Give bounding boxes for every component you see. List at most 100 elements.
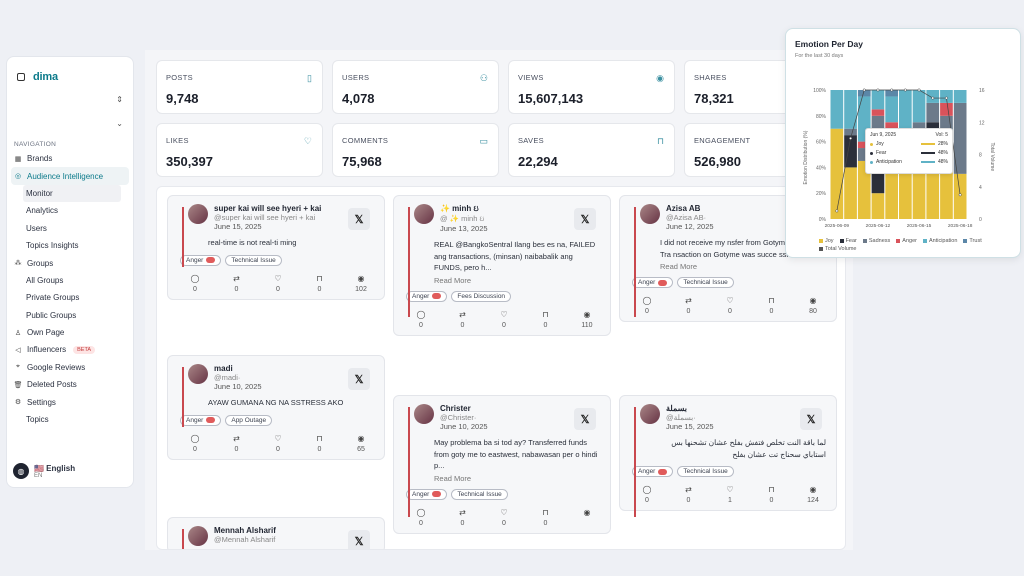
comment-action[interactable]: ◯ 0 [412,310,430,329]
read-more-link[interactable]: Read More [434,275,472,285]
sidebar-item-private-groups[interactable]: Private Groups [7,289,133,306]
sidebar-item-influencers[interactable]: ◁ Influencers BETA [7,341,133,358]
heart-action[interactable]: ♡ 1 [721,485,739,504]
tag-app-outage[interactable]: App Outage [225,414,273,426]
repost-action[interactable]: ⇄ 0 [680,485,698,504]
sidebar-item-google-reviews[interactable]: ⌖ Google Reviews [7,359,133,376]
target-icon: ◎ [14,173,22,181]
x-logo-icon[interactable]: 𝕏 [348,530,370,549]
eye-action[interactable]: ◉ 124 [804,485,822,504]
heart-action[interactable]: ♡ 0 [269,274,287,293]
heart-action[interactable]: ♡ 0 [269,434,287,453]
x-logo-icon[interactable]: 𝕏 [348,208,370,230]
avatar[interactable] [640,404,660,424]
read-more-link[interactable]: Read More [434,473,472,483]
legend-label: Total Volume [825,246,857,252]
tag-technical-issue[interactable]: Technical Issue [677,277,734,288]
tag-anger[interactable]: Anger [632,466,674,477]
sidebar-item-topics[interactable]: Topics [7,411,133,428]
tag-technical-issue[interactable]: Technical Issue [451,488,508,500]
sidebar-item-deleted-posts[interactable]: 🗑 Deleted Posts [7,376,133,393]
repost-action[interactable]: ⇄ 0 [454,508,472,527]
eye-action[interactable]: ◉ [578,508,596,527]
x-logo-icon[interactable]: 𝕏 [348,368,370,390]
avatar[interactable] [640,204,660,224]
sidebar-item-monitor[interactable]: Monitor [23,184,121,203]
bookmark-action[interactable]: ⊓ 0 [537,508,555,527]
sidebar-item-users[interactable]: Users [7,220,133,237]
tag-technical-issue[interactable]: Technical Issue [225,254,282,266]
bookmark-action[interactable]: ⊓ 0 [311,434,329,453]
sidebar-item-brands[interactable]: ▦ Brands [7,150,133,167]
author-name[interactable]: Azisa AB [666,204,701,213]
sidebar-item-label: Audience Intelligence [27,171,104,181]
bookmark-action[interactable]: ⊓ 0 [763,296,781,315]
author-name[interactable]: Christer [440,404,471,413]
x-logo-icon[interactable]: 𝕏 [574,408,596,430]
post-actions: ◯ 0 ⇄ 0 ♡ 1 ⊓ 0 ◉ 124 [634,485,826,504]
comment-action[interactable]: ◯ 0 [186,434,204,453]
author-name[interactable]: بسملة [666,404,687,413]
tag-anger[interactable]: Anger [180,414,222,426]
sidebar-item-public-groups[interactable]: Public Groups [7,307,133,324]
heart-action[interactable]: ♡ 0 [495,310,513,329]
eye-action[interactable]: ◉ 102 [352,274,370,293]
legend-item: Fear [839,238,857,244]
tag-anger[interactable]: Anger [632,277,674,288]
beta-badge: BETA [73,345,96,354]
language-switcher[interactable]: ◍ 🇺🇸 English EN [13,463,75,479]
comment-action[interactable]: ◯ 0 [412,508,430,527]
chevron-down-icon[interactable]: ⌄ [116,119,123,128]
legend-item: Anger [896,238,917,244]
post-text: REAL @BangkoSentral Ilang bes es na, FAI… [434,240,596,272]
eye-action[interactable]: ◉ 110 [578,310,596,329]
sidebar-toggle-icon[interactable] [17,73,25,81]
bar-joy [953,173,967,219]
author-name[interactable]: Mennah Alsharif [214,526,276,535]
sidebar-item-analytics[interactable]: Analytics [7,202,133,219]
comment-action[interactable]: ◯ 0 [186,274,204,293]
sidebar-item-own-page[interactable]: ♙ Own Page [7,324,133,341]
author-handle: @Mennah Alsharif [214,535,276,544]
avatar[interactable] [188,204,208,224]
bar-anticipation [844,90,857,129]
author-name[interactable]: super kai will see hyeri + kai [214,204,322,213]
sidebar-item-settings[interactable]: ⚙ Settings [7,393,133,410]
eye-action[interactable]: ◉ 80 [804,296,822,315]
sidebar-item-audience-intelligence[interactable]: ◎ Audience Intelligence [11,167,129,185]
read-more-link[interactable]: Read More [660,262,698,271]
eye-action[interactable]: ◉ 65 [352,434,370,453]
tag-anger[interactable]: Anger [406,488,448,500]
comment-action[interactable]: ◯ 0 [638,485,656,504]
comment-action[interactable]: ◯ 0 [638,296,656,315]
eye-icon: ◉ [656,73,664,83]
bookmark-action[interactable]: ⊓ 0 [537,310,555,329]
author-name[interactable]: madi [214,364,233,373]
heart-action[interactable]: ♡ 0 [721,296,739,315]
tag-technical-issue[interactable]: Technical Issue [677,466,734,477]
heart-action[interactable]: ♡ 0 [495,508,513,527]
tag-anger[interactable]: Anger [180,254,222,266]
repost-action[interactable]: ⇄ 0 [228,274,246,293]
brand-selector[interactable]: ⇕ ⌄ [7,91,133,128]
sidebar-item-all-groups[interactable]: All Groups [7,272,133,289]
repost-action[interactable]: ⇄ 0 [680,296,698,315]
repost-action[interactable]: ⇄ 0 [228,434,246,453]
tag-fees-discussion[interactable]: Fees Discussion [451,290,512,302]
post-tags: Anger App Outage [180,414,374,426]
avatar[interactable] [414,204,434,224]
sidebar-item-groups[interactable]: ⁂ Groups [7,254,133,271]
repost-action[interactable]: ⇄ 0 [454,310,472,329]
avatar[interactable] [188,526,208,546]
x-logo-icon[interactable]: 𝕏 [800,408,822,430]
avatar[interactable] [414,404,434,424]
x-tick-label: 2025-06-18 [948,223,973,229]
avatar[interactable] [188,364,208,384]
x-logo-icon[interactable]: 𝕏 [574,208,596,230]
bookmark-action[interactable]: ⊓ 0 [311,274,329,293]
author-name[interactable]: ✨ minh ઇ [440,204,479,213]
tag-anger[interactable]: Anger [406,290,448,302]
bookmark-action[interactable]: ⊓ 0 [763,485,781,504]
sidebar-item-topics-insights[interactable]: Topics Insights [7,237,133,254]
volume-point [876,88,880,92]
